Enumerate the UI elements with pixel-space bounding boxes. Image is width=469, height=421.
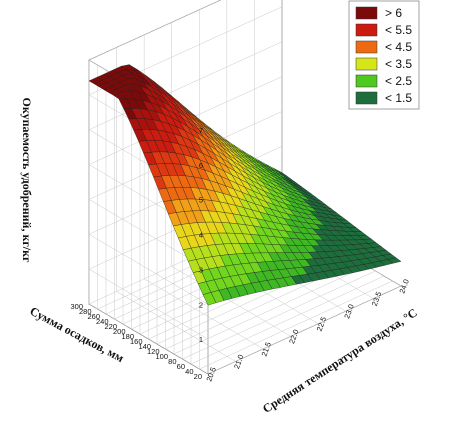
y-tick-label: 240 xyxy=(96,317,109,326)
y-tick-label: 260 xyxy=(87,312,100,321)
y-tick-label: 20 xyxy=(194,372,202,381)
left-gridline xyxy=(88,268,209,340)
left-gridline xyxy=(88,234,209,305)
z-tick-label: 3 xyxy=(199,265,203,274)
legend-swatch xyxy=(355,23,378,37)
legend-swatch xyxy=(355,40,378,54)
floor-gridline xyxy=(182,270,376,360)
surface-cell xyxy=(387,257,402,264)
y-tick-label: 160 xyxy=(130,337,143,346)
x-tick-label: 24.0 xyxy=(397,278,410,295)
y-tick-label: 60 xyxy=(177,362,185,371)
z-tick-label: 6 xyxy=(199,161,203,170)
surface-mesh xyxy=(88,64,402,306)
legend-label: < 1.5 xyxy=(385,91,412,105)
y-tick-label: 40 xyxy=(185,367,193,376)
floor-gridline xyxy=(207,285,402,375)
y-tick-label: 280 xyxy=(79,307,92,316)
z-tick-label: 1 xyxy=(199,335,203,344)
legend-swatch xyxy=(355,74,378,88)
y-tick-label: 180 xyxy=(121,332,134,341)
legend-swatch xyxy=(355,6,378,20)
y-tick-label: 200 xyxy=(113,327,126,336)
y-tick-label: 120 xyxy=(147,347,160,356)
z-tick-label: 7 xyxy=(199,126,203,135)
floor-gridline xyxy=(190,275,385,365)
back-gridline xyxy=(88,0,222,61)
z-tick-label: 5 xyxy=(199,196,203,205)
y-tick-label: 140 xyxy=(138,342,151,351)
z-tick-label: 4 xyxy=(199,231,203,240)
legend-swatch xyxy=(355,57,378,71)
legend-label: < 3.5 xyxy=(385,57,412,71)
legend-label: < 4.5 xyxy=(385,40,412,54)
legend-label: < 2.5 xyxy=(385,74,412,88)
floor-gridline xyxy=(173,265,368,355)
y-tick-label: 220 xyxy=(104,322,117,331)
y-tick-label: 80 xyxy=(168,357,176,366)
floor-gridline xyxy=(199,280,393,370)
legend-label: < 5.5 xyxy=(385,23,412,37)
legend-swatch xyxy=(355,91,378,105)
legend-label: > 6 xyxy=(385,6,402,20)
axis-ticks: 1234567204060801001201401601802002202402… xyxy=(70,126,410,383)
back-gridline xyxy=(88,41,283,130)
z-tick-label: 2 xyxy=(199,300,203,309)
y-tick-label: 300 xyxy=(70,302,83,311)
z-axis-label: Окупаемость удобрений, кг/кг xyxy=(20,97,34,263)
y-tick-label: 100 xyxy=(155,352,168,361)
legend: > 6 < 5.5 < 4.5 < 3.5 < 2.5 < 1.5 xyxy=(348,0,420,110)
